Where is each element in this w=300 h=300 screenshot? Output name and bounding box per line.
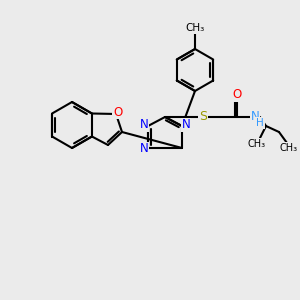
Text: N: N bbox=[182, 118, 190, 131]
Text: S: S bbox=[199, 110, 207, 124]
Text: H: H bbox=[256, 118, 264, 128]
Text: N: N bbox=[140, 142, 148, 155]
Text: O: O bbox=[232, 88, 242, 101]
Text: CH₃: CH₃ bbox=[185, 23, 205, 33]
Text: O: O bbox=[113, 106, 123, 118]
Text: N: N bbox=[250, 110, 260, 122]
Text: CH₃: CH₃ bbox=[248, 139, 266, 149]
Text: CH₃: CH₃ bbox=[280, 143, 298, 153]
Text: N: N bbox=[140, 118, 148, 131]
